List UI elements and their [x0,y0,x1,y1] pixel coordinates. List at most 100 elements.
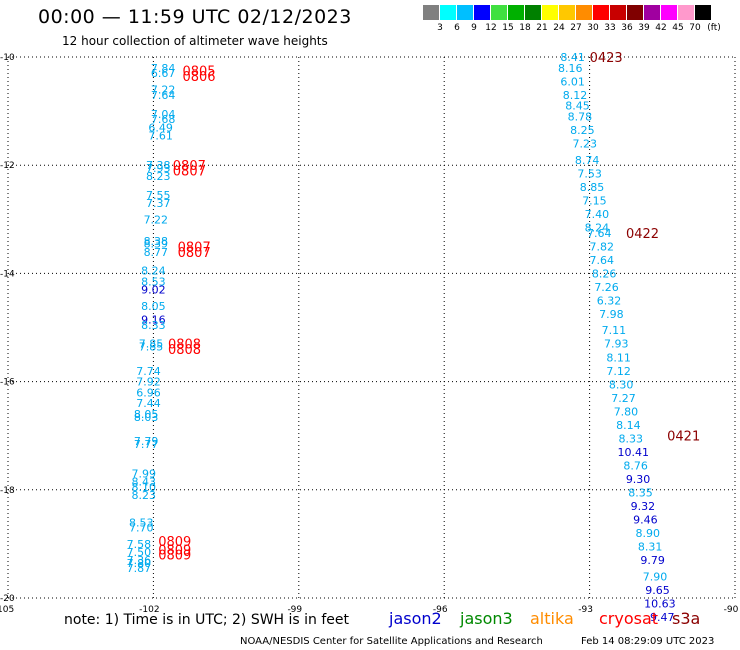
colorbar-cell [525,5,541,20]
colorbar-cell [491,5,507,20]
data-label: 8.14 [616,419,641,432]
data-label: 9.65 [645,584,670,597]
data-label: 8.39 [144,238,169,251]
data-label: 7.27 [611,392,636,405]
data-label: 9.30 [626,473,651,486]
data-label: 9.46 [633,514,658,527]
colorbar-label: 9 [471,23,477,33]
data-label: 10.41 [617,446,649,459]
data-label: 9.02 [141,284,166,297]
colorbar-cell [508,5,524,20]
x-tick-label: -105 [0,605,14,615]
time-annotation: 0809 [158,549,191,564]
data-label: 7.87 [127,562,152,575]
data-label: 7.77 [134,438,159,451]
data-label: 7.22 [151,83,176,96]
data-label: 7.90 [643,570,668,583]
colorbar-cell [542,5,558,20]
data-label: 8.53 [141,276,166,289]
colorbar-cell [576,5,592,20]
data-label: 8.45 [565,100,590,113]
data-label: 7.15 [582,194,607,207]
y-tick-label: -12 [0,161,15,171]
colorbar-cell [457,5,473,20]
data-label: 8.85 [580,181,605,194]
data-label: 6.32 [597,294,622,307]
data-label: 7.64 [151,89,176,102]
data-label: 7.79 [134,435,159,448]
data-label: 9.47 [650,611,675,624]
data-label: 7.64 [589,254,614,267]
data-label: 7.93 [146,162,171,175]
time-annotation: 0806 [182,70,215,85]
colorbar-label: 6 [454,23,460,33]
time-annotation: 0809 [158,535,191,550]
data-label: 6.96 [136,386,161,399]
y-tick-label: -10 [0,53,15,63]
data-label: 8.43 [131,476,156,489]
data-label: 7.58 [127,538,152,551]
time-annotation: 0808 [168,338,201,353]
x-tick-label: -102 [139,605,159,615]
satellite-legend-cryosat: cryosat [599,609,659,628]
time-annotation: 0807 [173,165,206,180]
data-label: 8.03 [134,411,159,424]
data-label: 7.93 [604,338,629,351]
time-annotation: 0807 [178,240,211,255]
data-label: 8.11 [606,351,631,364]
colorbar-cell [593,5,609,20]
data-label: 7.11 [602,324,627,337]
data-label: 7.68 [151,113,176,126]
data-label: 8.78 [568,111,593,124]
colorbar-label: 36 [621,23,633,33]
data-label: 7.84 [151,62,176,75]
colorbar-label: 42 [655,23,667,33]
data-label: 7.80 [127,557,152,570]
data-label: 8.23 [131,489,156,502]
data-label: 8.90 [636,527,661,540]
colorbar-label: 12 [485,23,497,33]
colorbar-cell [610,5,626,20]
data-label: 7.92 [136,376,161,389]
data-label: 8.41 [560,51,585,64]
data-label: 7.26 [594,281,619,294]
time-annotation: 0807 [178,246,211,261]
data-label: 6.49 [148,121,173,134]
colorbar-unit: (ft) [707,23,721,33]
data-label: 8.23 [146,170,171,183]
time-annotation: 0422 [626,227,659,242]
colorbar-cell [695,5,711,20]
data-label: 8.74 [575,154,600,167]
data-label: 8.24 [141,265,166,278]
data-label: 8.05 [134,408,159,421]
x-tick-label: -93 [578,605,593,615]
data-label: 7.98 [599,308,624,321]
colorbar-cell [678,5,694,20]
satellite-legend-jason3: jason3 [460,609,513,628]
data-label: 8.16 [558,62,583,75]
colorbar-label: 33 [604,23,616,33]
data-label: 7.82 [589,240,614,253]
data-label: 9.32 [631,500,656,513]
colorbar-cell [644,5,660,20]
data-label: 7.85 [139,340,164,353]
data-label: 8.31 [638,541,663,554]
colorbar-cell [627,5,643,20]
data-label: 7.74 [136,365,161,378]
x-tick-label: -90 [724,605,739,615]
data-label: 8.76 [623,459,648,472]
y-tick-label: -18 [0,486,15,496]
y-tick-label: -14 [0,269,15,279]
data-label: 8.24 [585,221,610,234]
data-label: 8.35 [628,487,653,500]
colorbar-label: 15 [502,23,514,33]
colorbar-label: 24 [553,23,565,33]
y-tick-label: -16 [0,378,15,388]
data-label: 8.10 [131,481,156,494]
colorbar-cell [559,5,575,20]
y-tick-label: -20 [0,594,15,604]
data-label: 8.53 [129,516,154,529]
satellite-legend-s3a: s3a [672,609,701,628]
data-label: 7.44 [136,397,161,410]
data-label: 7.22 [144,213,169,226]
